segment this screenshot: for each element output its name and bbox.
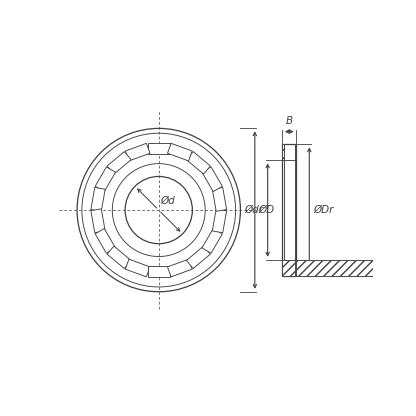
Polygon shape [186, 246, 210, 269]
Polygon shape [212, 209, 227, 233]
Polygon shape [95, 228, 116, 253]
Polygon shape [168, 144, 192, 161]
Polygon shape [95, 167, 116, 192]
Polygon shape [148, 143, 170, 154]
Text: Ød: Ød [160, 196, 175, 206]
Polygon shape [107, 246, 131, 269]
Bar [295, 144, 297, 161]
Polygon shape [212, 188, 227, 211]
Polygon shape [125, 259, 150, 277]
Text: B: B [286, 116, 293, 126]
Text: ØDr: ØDr [313, 205, 334, 215]
Polygon shape [125, 144, 150, 161]
Polygon shape [186, 151, 210, 174]
Text: Ødr: Ødr [245, 205, 264, 215]
Bar [282, 260, 416, 276]
Bar [282, 144, 297, 276]
Polygon shape [91, 188, 105, 211]
Bar [295, 260, 297, 276]
Polygon shape [107, 151, 131, 174]
Bar [282, 144, 284, 161]
Text: ØD: ØD [259, 205, 275, 215]
Polygon shape [148, 267, 170, 277]
Polygon shape [202, 228, 222, 253]
Polygon shape [91, 209, 105, 233]
Polygon shape [168, 259, 192, 277]
Polygon shape [202, 167, 222, 192]
